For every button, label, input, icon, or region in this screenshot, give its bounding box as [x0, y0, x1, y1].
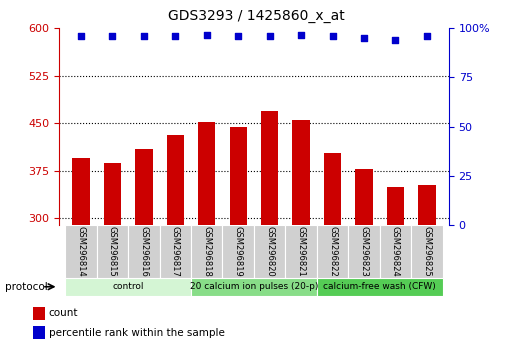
Text: percentile rank within the sample: percentile rank within the sample	[49, 328, 225, 338]
Text: GDS3293 / 1425860_x_at: GDS3293 / 1425860_x_at	[168, 9, 345, 23]
FancyBboxPatch shape	[191, 278, 317, 296]
FancyBboxPatch shape	[65, 225, 97, 278]
Text: control: control	[112, 282, 144, 291]
Text: GSM296825: GSM296825	[422, 226, 431, 277]
Point	[108, 33, 116, 39]
FancyBboxPatch shape	[380, 225, 411, 278]
Bar	[72, 158, 90, 225]
FancyBboxPatch shape	[128, 225, 160, 278]
Text: count: count	[49, 308, 78, 318]
Point	[328, 33, 337, 39]
FancyBboxPatch shape	[317, 278, 443, 296]
Bar	[356, 169, 372, 225]
Text: GSM296818: GSM296818	[202, 226, 211, 277]
FancyBboxPatch shape	[285, 225, 317, 278]
Bar	[261, 111, 278, 225]
Bar	[198, 122, 215, 225]
Point	[234, 33, 242, 39]
Point	[266, 33, 274, 39]
Text: GSM296820: GSM296820	[265, 226, 274, 277]
Point	[77, 33, 85, 39]
Bar	[229, 127, 247, 225]
Text: calcium-free wash (CFW): calcium-free wash (CFW)	[323, 282, 436, 291]
FancyBboxPatch shape	[65, 278, 191, 296]
Text: GSM296822: GSM296822	[328, 226, 337, 277]
Bar	[104, 163, 121, 225]
Text: 20 calcium ion pulses (20-p): 20 calcium ion pulses (20-p)	[190, 282, 318, 291]
Bar	[324, 153, 341, 225]
FancyBboxPatch shape	[254, 225, 285, 278]
FancyBboxPatch shape	[97, 225, 128, 278]
FancyBboxPatch shape	[160, 225, 191, 278]
Point	[297, 32, 305, 38]
Text: protocol: protocol	[5, 282, 48, 292]
Point	[203, 32, 211, 38]
FancyBboxPatch shape	[191, 225, 223, 278]
FancyBboxPatch shape	[348, 225, 380, 278]
Text: GSM296814: GSM296814	[76, 226, 86, 277]
FancyBboxPatch shape	[317, 225, 348, 278]
Text: GSM296823: GSM296823	[360, 226, 368, 277]
Point	[391, 37, 400, 43]
Text: GSM296819: GSM296819	[234, 226, 243, 277]
Bar	[135, 149, 152, 225]
Point	[171, 33, 180, 39]
FancyBboxPatch shape	[411, 225, 443, 278]
Text: GSM296821: GSM296821	[297, 226, 306, 277]
Point	[360, 35, 368, 41]
Point	[423, 33, 431, 39]
Bar	[292, 120, 310, 225]
FancyBboxPatch shape	[223, 225, 254, 278]
Bar	[167, 135, 184, 225]
Text: GSM296815: GSM296815	[108, 226, 117, 277]
Text: GSM296816: GSM296816	[140, 226, 148, 277]
Bar	[418, 185, 436, 225]
Bar	[387, 187, 404, 225]
Text: GSM296817: GSM296817	[171, 226, 180, 277]
Text: GSM296824: GSM296824	[391, 226, 400, 277]
Point	[140, 33, 148, 39]
